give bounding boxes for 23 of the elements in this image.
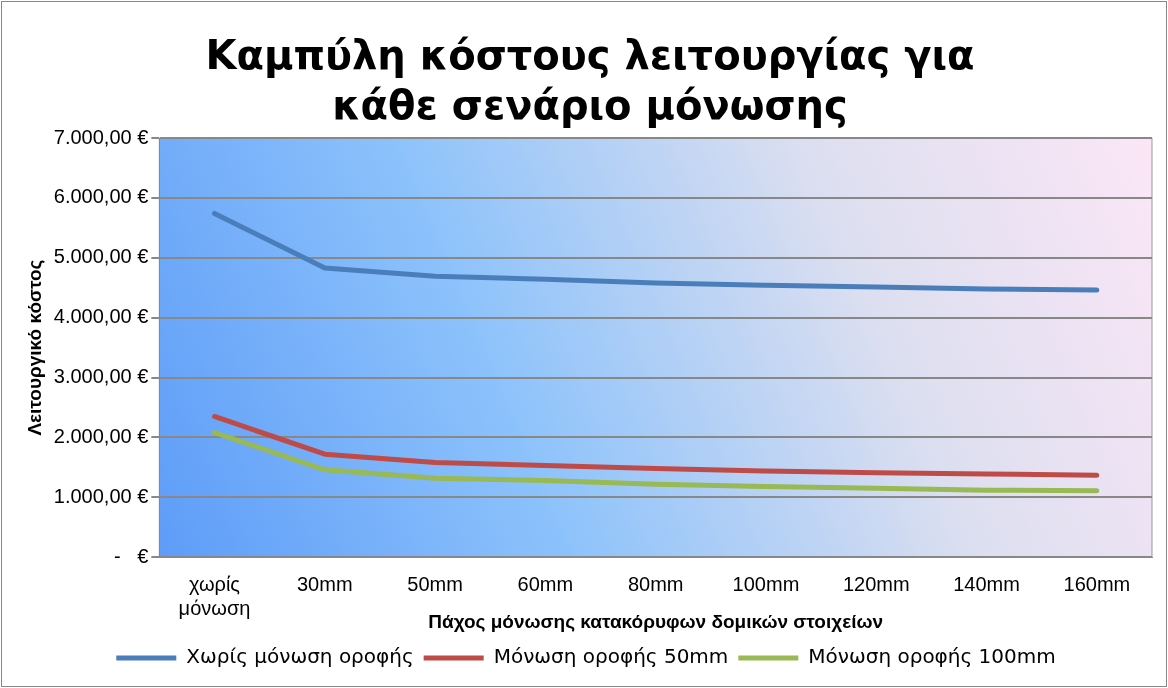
y-tick-label: 7.000,00 € [53, 125, 149, 148]
y-tick-label: 5.000,00 € [53, 245, 149, 268]
y-tick-label: 6.000,00 € [53, 185, 149, 208]
x-tick-label: 80mm [627, 572, 684, 595]
y-tick-label: 4.000,00 € [53, 305, 149, 328]
y-tick-label: - € [113, 544, 149, 567]
x-tick-label: 50mm [407, 572, 463, 595]
chart-title: Καμπύλη κόστους λειτουργίας για κάθε σενάριο μόνωσης [204, 31, 976, 130]
x-axis-title: Πάχος μόνωσης κατακόρυφων δομικών στοιχείων [428, 610, 884, 632]
legend-label: Χωρίς μόνωση οροφής [186, 644, 414, 669]
x-tick-label: 140mm [953, 572, 1020, 595]
legend-label: Μόνωση οροφής 50mm [493, 644, 729, 669]
x-tick-label: 60mm [517, 572, 574, 595]
x-tick-label: 120mm [842, 572, 910, 595]
y-tick-label: 3.000,00 € [53, 365, 149, 388]
y-tick-label: 2.000,00 € [53, 424, 149, 447]
x-tick-label: 160mm [1063, 572, 1131, 595]
y-axis-title: Λειτουργικό κόστος [23, 259, 45, 436]
x-tick-label: 30mm [296, 572, 353, 595]
x-tick-label: 100mm [732, 572, 800, 595]
x-tick-label: χωρίς μόνωση [178, 572, 251, 619]
y-tick-label: 1.000,00 € [53, 484, 149, 507]
legend-label: Μόνωση οροφής 100mm [808, 644, 1056, 669]
